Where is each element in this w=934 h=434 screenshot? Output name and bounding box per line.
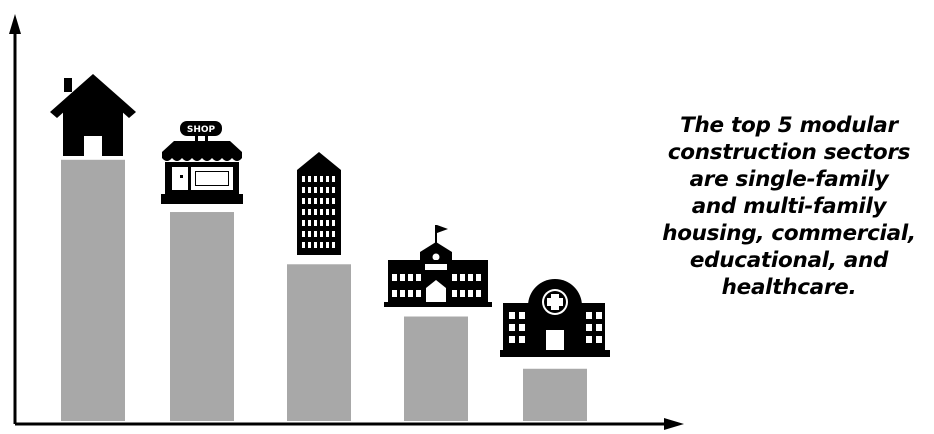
shop-icon: SHOP — [161, 121, 243, 204]
window-icon — [460, 290, 465, 297]
bar-healthcare — [523, 368, 587, 421]
window-icon — [586, 324, 592, 331]
window-icon — [519, 324, 525, 331]
hospital-icon — [500, 279, 610, 357]
house-icon — [50, 74, 136, 156]
window-icon — [326, 220, 329, 226]
window-icon — [332, 242, 335, 248]
window-icon — [332, 209, 335, 215]
bar-educational — [404, 316, 468, 421]
window-icon — [596, 312, 602, 319]
window-icon — [596, 324, 602, 331]
window-icon — [320, 176, 323, 182]
window-icon — [326, 231, 329, 237]
window-icon — [314, 242, 317, 248]
window-icon — [332, 220, 335, 226]
window-icon — [509, 312, 515, 319]
caption-line: and multi-family — [691, 194, 887, 219]
window-icon — [452, 274, 457, 281]
window-icon — [326, 209, 329, 215]
window-icon — [320, 198, 323, 204]
chart-axes — [9, 14, 684, 430]
window-icon — [308, 176, 311, 182]
window-icon — [408, 274, 413, 281]
window-icon — [314, 187, 317, 193]
caption-line: construction sectors — [667, 140, 911, 165]
window-icon — [476, 290, 481, 297]
window-icon — [326, 198, 329, 204]
caption-line: housing, commercial, — [662, 221, 916, 246]
window-icon — [586, 336, 592, 343]
window-icon — [320, 242, 323, 248]
window-icon — [452, 290, 457, 297]
window-icon — [320, 231, 323, 237]
window-icon — [596, 336, 602, 343]
window-icon — [416, 290, 421, 297]
window-icon — [400, 290, 405, 297]
caption-line: The top 5 modular — [680, 113, 898, 138]
window-icon — [468, 274, 473, 281]
window-icon — [400, 274, 405, 281]
window-icon — [314, 209, 317, 215]
window-icon — [320, 187, 323, 193]
window-icon — [308, 242, 311, 248]
window-icon — [326, 242, 329, 248]
window-icon — [308, 220, 311, 226]
window-icon — [308, 198, 311, 204]
window-icon — [308, 231, 311, 237]
office-tower-icon — [297, 152, 341, 255]
window-icon — [326, 176, 329, 182]
bar-commercial — [287, 264, 351, 421]
shop-sign-text: SHOP — [187, 125, 216, 135]
window-icon — [519, 336, 525, 343]
window-icon — [460, 274, 465, 281]
bar-single-family — [61, 159, 125, 422]
window-icon — [392, 290, 397, 297]
window-icon — [314, 198, 317, 204]
caption-line: healthcare. — [721, 275, 857, 300]
window-icon — [586, 312, 592, 319]
window-icon — [302, 231, 305, 237]
window-icon — [308, 187, 311, 193]
window-icon — [314, 176, 317, 182]
window-icon — [519, 312, 525, 319]
window-icon — [332, 176, 335, 182]
x-axis-arrow-icon — [664, 418, 684, 430]
window-icon — [320, 209, 323, 215]
window-icon — [302, 242, 305, 248]
window-icon — [408, 290, 413, 297]
chart-caption: The top 5 modular construction sectors a… — [648, 112, 930, 301]
window-icon — [302, 220, 305, 226]
window-icon — [308, 209, 311, 215]
window-icon — [392, 274, 397, 281]
school-icon — [384, 225, 492, 307]
caption-line: are single-family — [689, 167, 889, 192]
bar-multi-family — [170, 212, 234, 421]
window-icon — [332, 187, 335, 193]
window-icon — [302, 209, 305, 215]
window-icon — [509, 336, 515, 343]
window-icon — [332, 231, 335, 237]
window-icon — [332, 198, 335, 204]
window-icon — [314, 231, 317, 237]
caption-line: educational, and — [689, 248, 889, 273]
window-icon — [468, 290, 473, 297]
window-icon — [320, 220, 323, 226]
window-icon — [509, 324, 515, 331]
window-icon — [302, 187, 305, 193]
window-icon — [302, 176, 305, 182]
window-icon — [476, 274, 481, 281]
window-icon — [326, 187, 329, 193]
y-axis-arrow-icon — [9, 14, 21, 34]
bars-group — [61, 159, 587, 422]
window-icon — [416, 274, 421, 281]
window-icon — [314, 220, 317, 226]
window-icon — [302, 198, 305, 204]
